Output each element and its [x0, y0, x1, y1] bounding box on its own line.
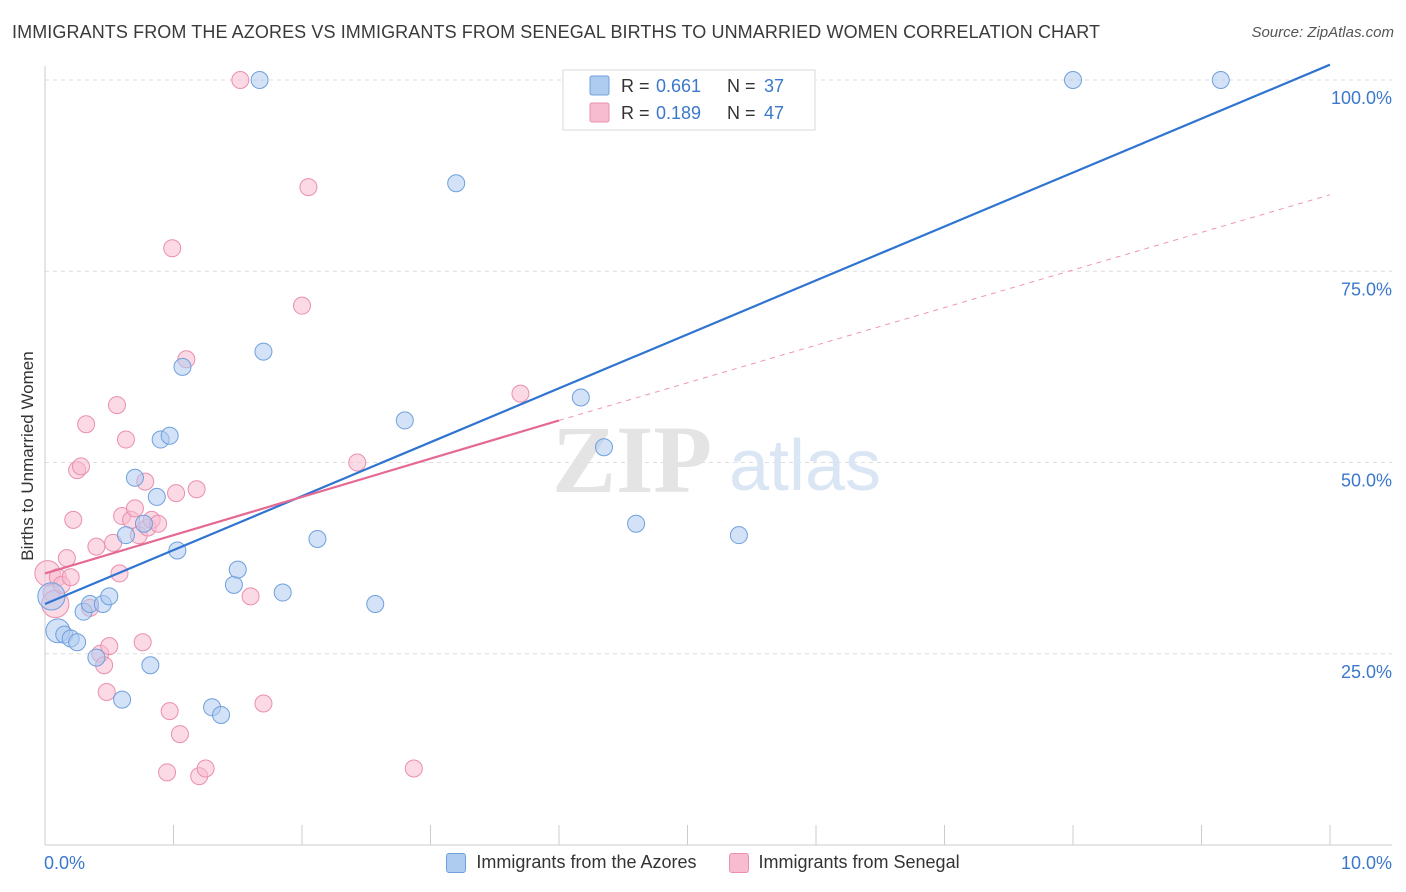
trend-line-azores — [44, 63, 1331, 606]
y-tick-label-100: 100.0% — [1331, 88, 1392, 108]
azores-point-34 — [729, 526, 748, 545]
legend-swatch-senegal-bottom — [728, 852, 749, 873]
senegal-point-32 — [163, 239, 182, 258]
legend-item-azores[interactable]: Immigrants from the Azores — [446, 852, 697, 873]
legend-label-senegal: Immigrants from Senegal — [758, 852, 960, 872]
legend-r-value-senegal: 0.189 — [656, 103, 701, 123]
senegal-point-10 — [77, 415, 96, 434]
senegal-point-25 — [133, 633, 152, 652]
azores-point-19 — [173, 357, 192, 376]
azores-point-12 — [125, 468, 144, 487]
legend-swatch-azores-bottom — [446, 852, 467, 873]
senegal-point-41 — [254, 694, 273, 713]
azores-point-27 — [308, 530, 327, 548]
senegal-point-21 — [116, 430, 135, 449]
azores-point-14 — [141, 656, 160, 675]
azores-point-10 — [113, 690, 132, 709]
legend-item-senegal[interactable]: Immigrants from Senegal — [728, 852, 960, 873]
azores-point-11 — [116, 526, 135, 545]
senegal-point-23 — [125, 499, 144, 518]
azores-point-25 — [254, 342, 273, 361]
x-tick-label-min: 0.0% — [44, 853, 85, 873]
senegal-point-12 — [87, 537, 106, 556]
legend-r-label-senegal: R = — [621, 103, 650, 123]
chart-title: IMMIGRANTS FROM THE AZORES VS IMMIGRANTS… — [12, 22, 1101, 42]
senegal-point-33 — [167, 484, 186, 503]
senegal-point-44 — [348, 453, 367, 472]
senegal-point-15 — [97, 683, 116, 701]
azores-point-28 — [366, 595, 385, 614]
gridlines — [45, 79, 1392, 655]
senegal-point-43 — [299, 178, 318, 197]
azores-point-23 — [228, 560, 247, 579]
azores-point-24 — [250, 71, 269, 89]
azores-point-22 — [224, 575, 243, 594]
legend-swatch-azores — [589, 75, 610, 96]
senegal-point-38 — [196, 759, 215, 778]
senegal-point-31 — [160, 702, 179, 721]
azores-point-17 — [160, 426, 179, 445]
azores-point-21 — [212, 705, 231, 724]
senegal-point-30 — [158, 763, 177, 782]
azores-point-7 — [87, 648, 106, 667]
senegal-point-7 — [64, 510, 83, 529]
senegal-point-42 — [293, 296, 311, 315]
legend-r-value-azores: 0.661 — [656, 76, 701, 96]
legend-r-label-azores: R = — [621, 76, 650, 96]
azores-point-35 — [1064, 71, 1082, 89]
senegal-point-39 — [231, 71, 250, 89]
x-tick-label-max: 10.0% — [1341, 853, 1392, 873]
legend-n-label-senegal: N = — [727, 103, 756, 123]
legend-n-label-azores: N = — [727, 76, 756, 96]
azores-point-26 — [273, 583, 292, 602]
series-senegal-points — [34, 71, 530, 786]
tick-labels: 25.0% 50.0% 75.0% 100.0% 0.0% 10.0% — [44, 88, 1392, 873]
azores-point-32 — [594, 438, 613, 457]
senegal-point-36 — [187, 480, 206, 499]
legend-swatch-senegal — [589, 102, 610, 123]
trend-line-senegal-extension — [558, 194, 1331, 421]
senegal-point-34 — [170, 725, 189, 744]
watermark: ZIP atlas — [552, 406, 881, 513]
senegal-point-6 — [61, 568, 80, 587]
y-tick-label-25: 25.0% — [1341, 662, 1392, 682]
trend-lines — [44, 63, 1331, 606]
azores-point-15 — [147, 487, 166, 506]
senegal-point-16 — [100, 637, 119, 656]
azores-point-9 — [100, 587, 119, 606]
trend-line-senegal — [44, 419, 560, 575]
watermark-zip: ZIP — [552, 406, 712, 513]
legend-top: R = 0.661 N = 37 R = 0.189 N = 47 — [562, 69, 816, 131]
azores-point-30 — [447, 174, 466, 193]
y-tick-label-75: 75.0% — [1341, 279, 1392, 299]
azores-point-36 — [1211, 71, 1230, 89]
senegal-point-40 — [241, 587, 260, 606]
azores-point-4 — [68, 633, 87, 652]
senegal-point-45 — [404, 759, 423, 778]
axes — [44, 66, 1392, 846]
y-tick-label-50: 50.0% — [1341, 471, 1392, 491]
azores-point-29 — [395, 411, 414, 430]
legend-label-azores: Immigrants from the Azores — [476, 852, 697, 872]
watermark-atlas: atlas — [729, 426, 881, 506]
source-label: Source: ZipAtlas.com — [1251, 24, 1394, 41]
senegal-point-18 — [107, 396, 126, 415]
legend-n-value-senegal: 47 — [764, 103, 784, 123]
azores-point-31 — [571, 388, 590, 407]
senegal-point-46 — [511, 384, 530, 403]
series-azores-points — [37, 71, 1230, 724]
azores-point-13 — [134, 514, 153, 533]
legend-bottom: Immigrants from the Azores Immigrants fr… — [0, 852, 1406, 873]
senegal-point-9 — [71, 457, 90, 476]
legend-n-value-azores: 37 — [764, 76, 784, 96]
azores-point-33 — [627, 514, 646, 533]
